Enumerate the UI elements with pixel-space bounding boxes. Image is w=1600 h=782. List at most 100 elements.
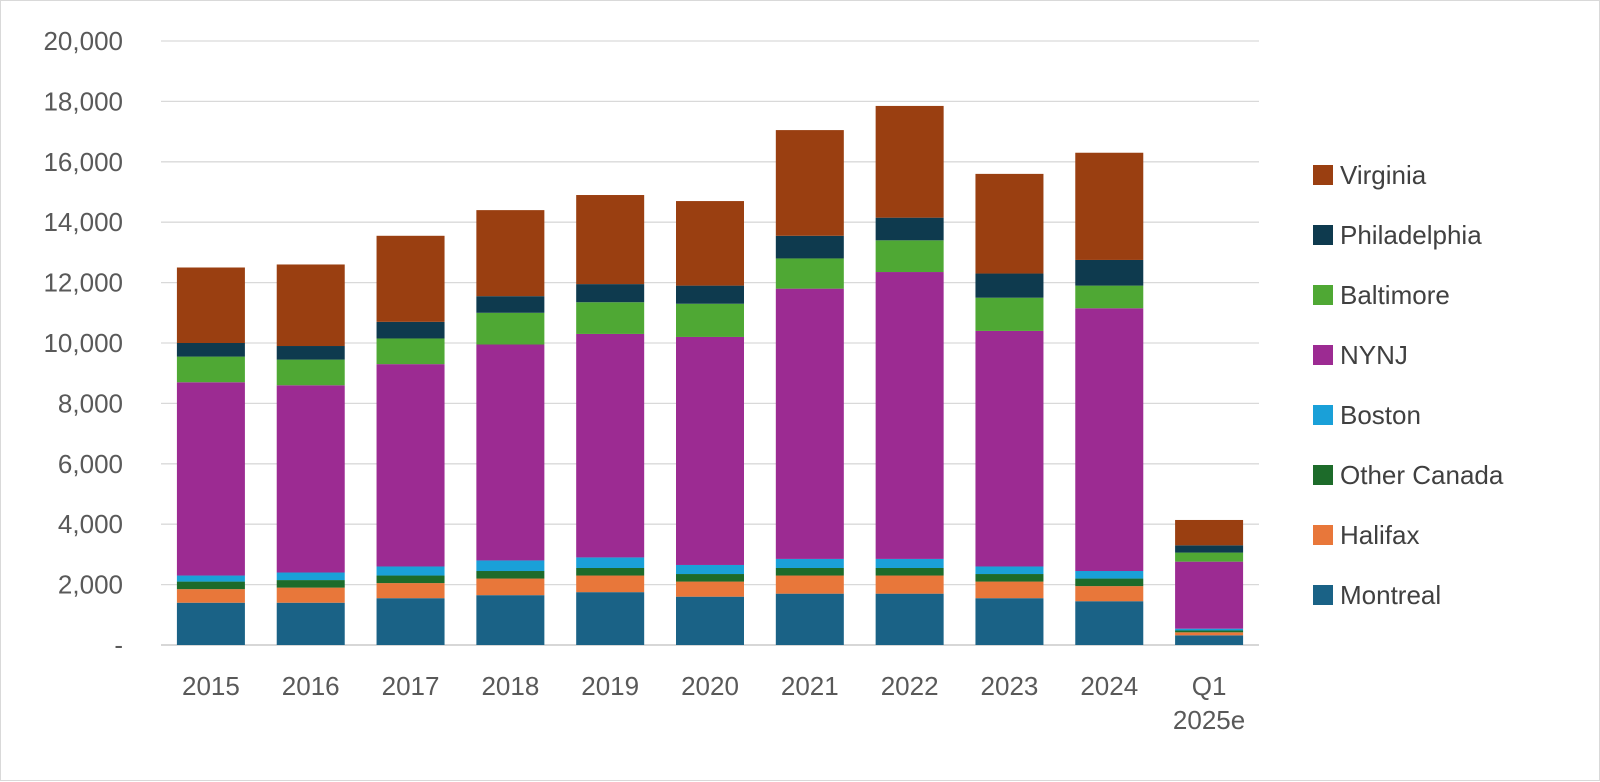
bar-segment-boston bbox=[176, 575, 245, 582]
legend-label: Virginia bbox=[1340, 160, 1427, 190]
bar-segment-philadelphia bbox=[676, 285, 744, 304]
bar-segment-montreal bbox=[176, 602, 245, 645]
bar-segment-virginia bbox=[376, 235, 445, 322]
bar-segment-nynj bbox=[576, 333, 645, 558]
bar-segment-other-canada bbox=[176, 581, 245, 590]
bar-segment-montreal bbox=[676, 596, 744, 645]
bar-segment-boston bbox=[676, 564, 744, 575]
bar-segment-other-canada bbox=[1075, 578, 1144, 587]
bar-segment-other-canada bbox=[476, 571, 545, 579]
bar-segment-virginia bbox=[1175, 519, 1244, 546]
bar-segment-other-canada bbox=[676, 574, 744, 582]
y-tick-label: 16,000 bbox=[43, 147, 123, 177]
bar-segment-virginia bbox=[775, 130, 844, 236]
x-axis-ticks: 2015 2016 2017 2018 2019 2020 2021 2022 2023 2024… bbox=[182, 671, 1245, 735]
bar-segment-other-canada bbox=[376, 575, 445, 584]
y-tick-label: 12,000 bbox=[43, 268, 123, 298]
bar-segment-halifax bbox=[775, 575, 844, 594]
y-tick-label: 6,000 bbox=[58, 449, 123, 479]
bar-segment-halifax bbox=[176, 589, 245, 603]
bar-segment-philadelphia bbox=[975, 273, 1044, 298]
bar-segment-boston bbox=[276, 572, 345, 581]
x-tick-label: 2023 bbox=[981, 671, 1039, 701]
bar-segment-nynj bbox=[975, 330, 1044, 567]
bar-segment-halifax bbox=[276, 587, 345, 603]
x-tick-label: 2016 bbox=[282, 671, 340, 701]
bar-segment-other-canada bbox=[875, 567, 944, 576]
bar-segment-philadelphia bbox=[176, 343, 245, 357]
bar-segment-boston bbox=[975, 566, 1044, 575]
bar-segment-philadelphia bbox=[775, 235, 844, 259]
bar-segment-montreal bbox=[875, 593, 944, 645]
bar-segment-boston bbox=[775, 558, 844, 568]
bar-segment-baltimore bbox=[1175, 552, 1244, 562]
bar-segment-montreal bbox=[975, 598, 1044, 645]
bar-segment-philadelphia bbox=[875, 217, 944, 241]
bar-segment-nynj bbox=[1175, 561, 1244, 629]
legend-label: Other Canada bbox=[1340, 460, 1504, 490]
bar-segment-other-canada bbox=[576, 567, 645, 576]
bar-segment-baltimore bbox=[875, 240, 944, 273]
x-tick-label: 2022 bbox=[881, 671, 939, 701]
bar-segment-baltimore bbox=[576, 302, 645, 334]
bar-segment-philadelphia bbox=[376, 321, 445, 339]
bar-segment-virginia bbox=[476, 210, 545, 297]
x-tick-label: 2018 bbox=[481, 671, 539, 701]
bar-segment-baltimore bbox=[1075, 285, 1144, 309]
bar-segment-other-canada bbox=[1175, 630, 1244, 633]
bar-segment-boston bbox=[376, 566, 445, 576]
bar-segment-halifax bbox=[576, 575, 645, 593]
legend-swatch bbox=[1313, 465, 1333, 485]
legend-label: Halifax bbox=[1340, 520, 1419, 550]
bars bbox=[176, 105, 1244, 645]
bar-segment-boston bbox=[1175, 628, 1244, 631]
bar-segment-nynj bbox=[676, 336, 744, 565]
legend-swatch bbox=[1313, 585, 1333, 605]
bar-segment-halifax bbox=[1075, 586, 1144, 602]
bar-segment-nynj bbox=[1075, 308, 1144, 572]
bar-segment-philadelphia bbox=[1075, 259, 1144, 286]
legend-label: Baltimore bbox=[1340, 280, 1450, 310]
x-tick-label: 2015 bbox=[182, 671, 240, 701]
bar-segment-nynj bbox=[276, 385, 345, 573]
legend-label: Boston bbox=[1340, 400, 1421, 430]
bar-segment-montreal bbox=[1175, 635, 1244, 645]
bar-segment-baltimore bbox=[775, 258, 844, 289]
x-tick-label: Q1 2025e bbox=[1173, 671, 1245, 735]
legend-swatch bbox=[1313, 525, 1333, 545]
bar-segment-virginia bbox=[176, 267, 245, 343]
bar-segment-montreal bbox=[1075, 601, 1144, 645]
legend-swatch bbox=[1313, 405, 1333, 425]
bar-segment-halifax bbox=[376, 583, 445, 599]
bar-segment-philadelphia bbox=[1175, 545, 1244, 553]
y-axis-ticks: - 2,000 4,000 6,000 8,000 10,000 12,000 14,000 1… bbox=[43, 26, 123, 660]
bar-segment-philadelphia bbox=[576, 284, 645, 303]
legend-label: NYNJ bbox=[1340, 340, 1408, 370]
bar-segment-other-canada bbox=[975, 574, 1044, 582]
x-tick-label: 2024 bbox=[1080, 671, 1138, 701]
y-tick-label: 4,000 bbox=[58, 509, 123, 539]
legend-label: Philadelphia bbox=[1340, 220, 1482, 250]
bar-segment-baltimore bbox=[376, 338, 445, 365]
x-tick-label: 2017 bbox=[382, 671, 440, 701]
bar-segment-nynj bbox=[775, 288, 844, 559]
bar-segment-baltimore bbox=[676, 303, 744, 337]
bar-segment-boston bbox=[1075, 571, 1144, 579]
bar-segment-virginia bbox=[276, 264, 345, 347]
x-tick-label: 2019 bbox=[581, 671, 639, 701]
bar-segment-nynj bbox=[476, 344, 545, 561]
bar-segment-virginia bbox=[875, 105, 944, 218]
bar-segment-halifax bbox=[975, 581, 1044, 599]
bar-segment-virginia bbox=[975, 173, 1044, 274]
bar-segment-montreal bbox=[276, 602, 345, 645]
bar-segment-other-canada bbox=[276, 580, 345, 588]
bar-segment-boston bbox=[576, 557, 645, 568]
bar-segment-halifax bbox=[476, 578, 545, 596]
bar-segment-nynj bbox=[376, 364, 445, 567]
bar-segment-baltimore bbox=[276, 359, 345, 386]
bar-segment-other-canada bbox=[775, 567, 844, 576]
legend-swatch bbox=[1313, 165, 1333, 185]
bar-segment-nynj bbox=[176, 382, 245, 576]
y-tick-label: 18,000 bbox=[43, 86, 123, 116]
